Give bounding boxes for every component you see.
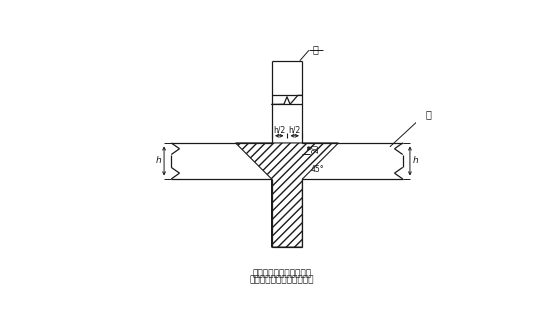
Text: h: h [413,156,419,165]
Text: 梁、柱节点处不同等级混: 梁、柱节点处不同等级混 [253,270,311,279]
Text: 45°: 45° [310,165,324,174]
Polygon shape [236,143,338,247]
Text: 20: 20 [312,144,321,153]
Text: 梁: 梁 [426,110,431,120]
Text: 柱: 柱 [312,44,318,54]
Text: h/2: h/2 [288,126,301,135]
Text: 凝土浇筑施工缝留置示意图: 凝土浇筑施工缝留置示意图 [250,276,314,285]
Text: h/2: h/2 [273,126,286,135]
Text: h: h [155,156,161,165]
